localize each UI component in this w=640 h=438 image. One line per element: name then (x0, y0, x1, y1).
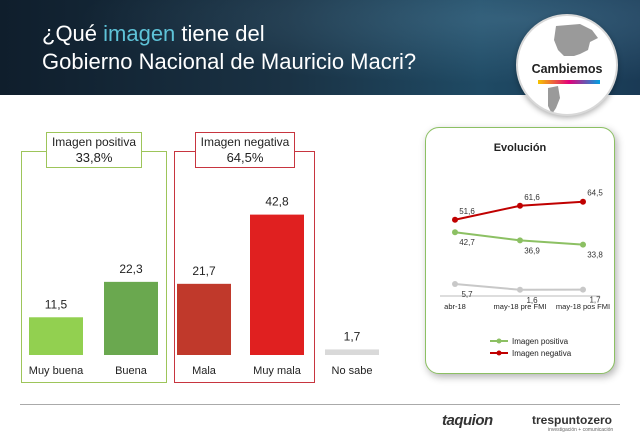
series-point-label: 64,5 (587, 189, 603, 198)
bar-category-label: Muy buena (29, 365, 84, 377)
evolution-title: Evolución (493, 142, 547, 154)
series-point-1 (580, 198, 586, 205)
series-point-label: 61,6 (524, 193, 540, 202)
line-x-tick-label: may-18 pre FMI (494, 302, 547, 311)
bar-0 (29, 317, 83, 355)
bar-category-label: Mala (192, 365, 217, 377)
series-point-label: 33,8 (587, 251, 603, 260)
taquion-logo: taquion (442, 412, 493, 429)
title-highlight: imagen (103, 21, 176, 46)
legend-label: Imagen positiva (512, 337, 569, 346)
footer-divider (20, 404, 620, 405)
evolution-panel: Evolución (425, 127, 615, 374)
bar-3 (250, 214, 304, 355)
series-point-label: 5,7 (461, 290, 473, 299)
cambiemos-logo: Cambiemos (516, 14, 618, 116)
title-line1-a: ¿Qué (42, 21, 104, 46)
bar-value-label: 1,7 (344, 329, 361, 343)
legend-label: Imagen negativa (512, 349, 572, 358)
bar-4 (325, 349, 379, 355)
series-point-0 (517, 237, 523, 244)
series-point-label: 42,7 (459, 238, 475, 247)
bar-2 (177, 283, 231, 355)
legend-marker-1 (496, 350, 502, 356)
title-line2: Gobierno Nacional de Mauricio Macri? (42, 49, 417, 74)
series-point-2 (517, 286, 523, 293)
bar-1 (104, 281, 158, 355)
bar-category-label: No sabe (332, 365, 373, 377)
line-x-tick-label: may-18 pos FMI (556, 302, 610, 311)
bar-value-label: 42,8 (265, 195, 289, 209)
negative-group-value: 64,5% (226, 150, 264, 165)
logo-text: Cambiemos (531, 62, 603, 76)
positive-group-label: Imagen positiva (51, 135, 137, 149)
negative-group-label: Imagen negativa (200, 135, 290, 149)
series-point-0 (452, 229, 458, 236)
trespuntozero-logo: trespuntozero (532, 413, 613, 427)
series-point-2 (580, 286, 586, 293)
series-point-label: 36,9 (524, 246, 540, 255)
negative-group-header: Imagen negativa 64,5% (195, 132, 295, 168)
series-point-1 (452, 216, 458, 223)
series-point-2 (452, 281, 458, 288)
series-point-0 (580, 241, 586, 248)
logo-color-bar (538, 80, 600, 84)
bar-value-label: 22,3 (119, 262, 143, 276)
trespuntozero-tagline: investigación + comunicación (548, 427, 614, 433)
series-point-label: 1,6 (526, 296, 538, 305)
line-x-tick-label: abr-18 (444, 302, 466, 311)
series-point-1 (517, 202, 523, 209)
argentina-map-icon (548, 24, 598, 114)
series-point-label: 1,7 (589, 296, 601, 305)
page-title: ¿Qué imagen tiene del Gobierno Nacional … (42, 20, 416, 76)
series-point-label: 51,6 (459, 207, 475, 216)
bar-category-label: Muy mala (253, 365, 302, 377)
positive-group-header: Imagen positiva 33,8% (46, 132, 142, 168)
positive-group-value: 33,8% (75, 150, 113, 165)
bar-value-label: 21,7 (192, 264, 216, 278)
bar-category-label: Buena (115, 365, 148, 377)
title-line1-b: tiene del (175, 21, 265, 46)
bar-value-label: 11,5 (45, 297, 68, 311)
legend-marker-0 (496, 338, 502, 344)
